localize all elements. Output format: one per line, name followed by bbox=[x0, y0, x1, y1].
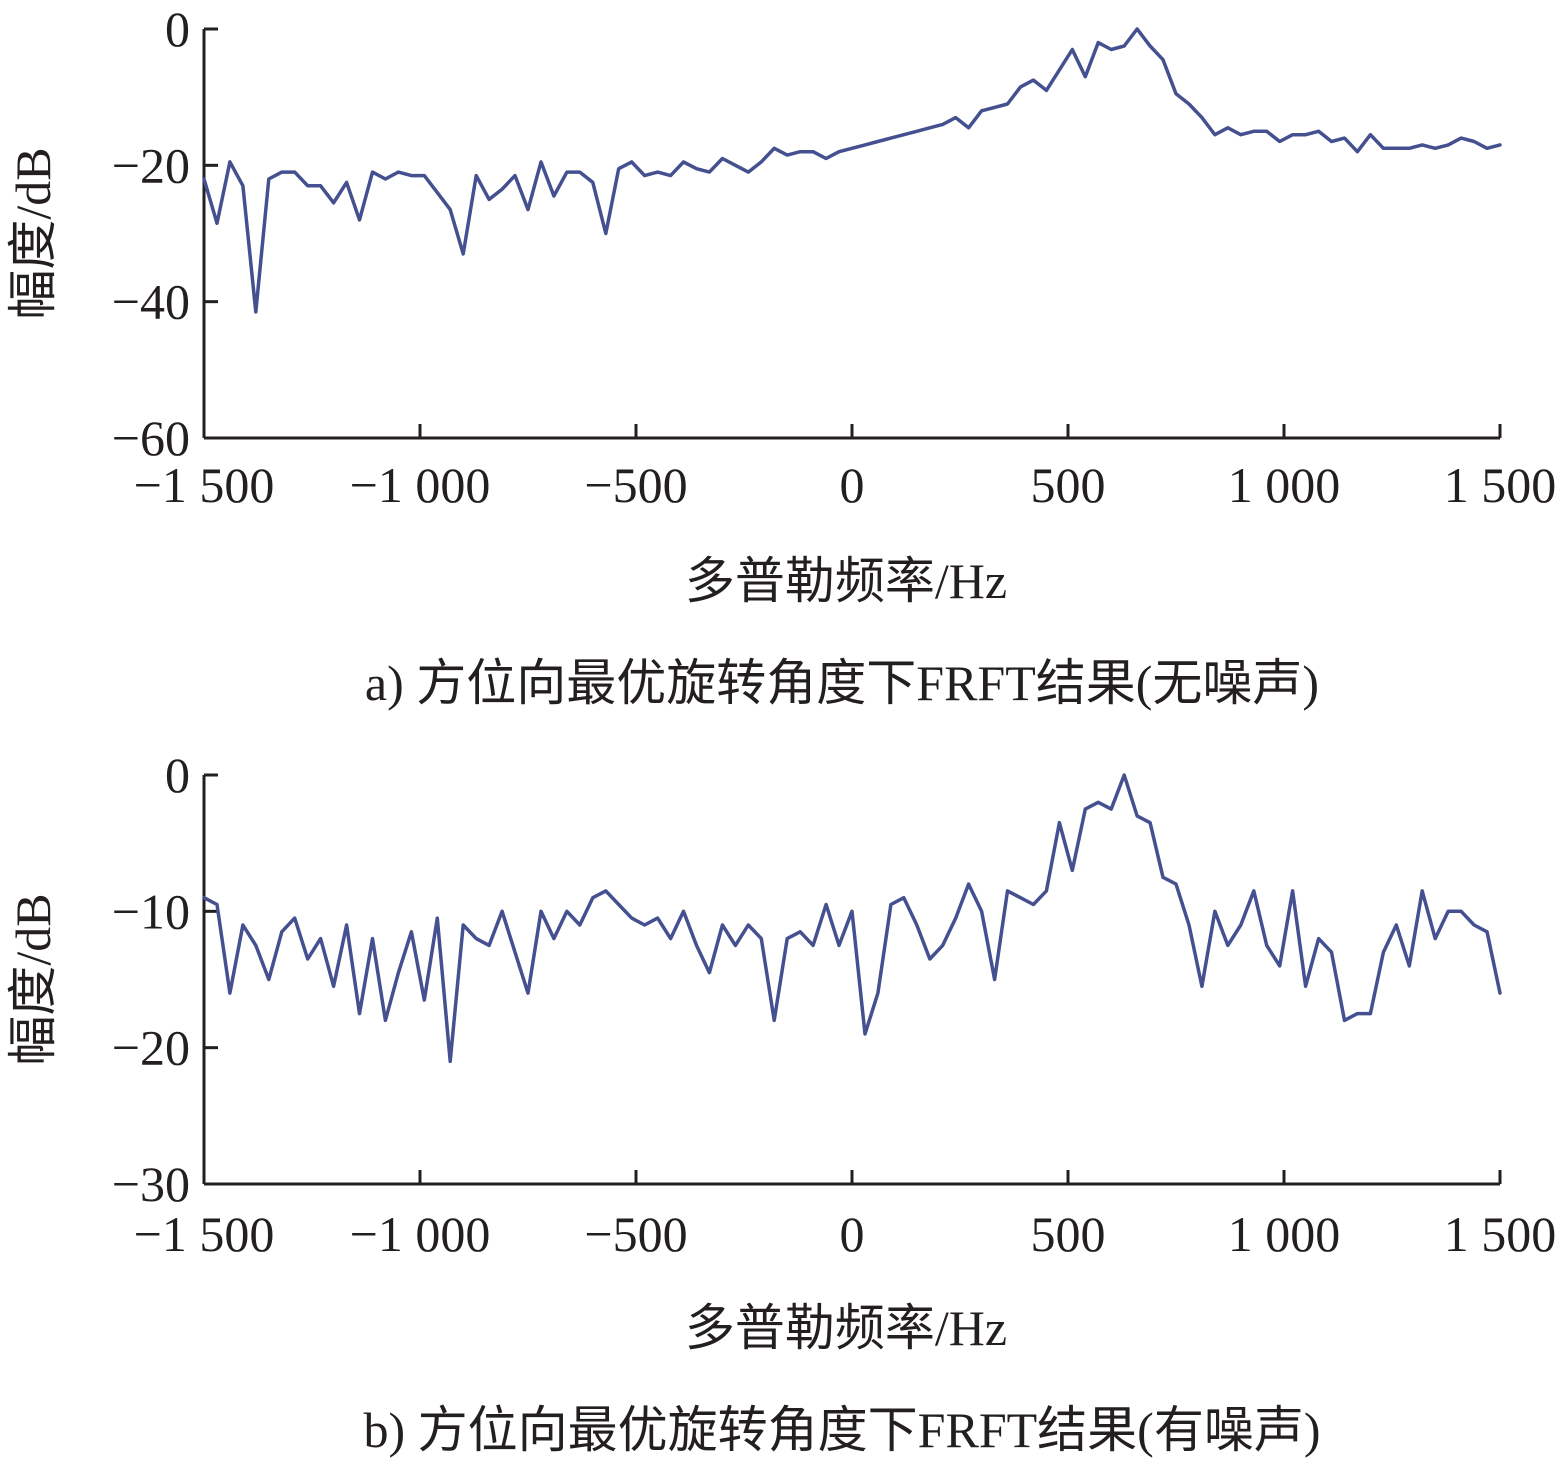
x-tick-label: −1 000 bbox=[350, 1206, 491, 1262]
panel-caption: b) 方位向最优旋转角度下FRFT结果(有噪声) bbox=[364, 1402, 1321, 1458]
x-axis-title: 多普勒频率/Hz bbox=[685, 553, 1007, 609]
x-tick-label: −1 500 bbox=[134, 457, 275, 513]
panel-caption: a) 方位向最优旋转角度下FRFT结果(无噪声) bbox=[365, 655, 1319, 711]
panel-a: 0 −20 −40 −60−1 500 −1 000 −500 0 500 1 000 1 500… bbox=[5, 1, 1556, 711]
y-tick-label: −20 bbox=[112, 1020, 190, 1076]
y-tick-label: −60 bbox=[112, 410, 190, 466]
y-tick-label: 0 bbox=[165, 747, 190, 803]
x-tick-label: −500 bbox=[584, 457, 687, 513]
x-tick-label: 0 bbox=[840, 1206, 865, 1262]
x-tick-label: 1 000 bbox=[1228, 1206, 1341, 1262]
y-axis-title: 幅度/dB bbox=[5, 893, 61, 1065]
y-tick-label: −10 bbox=[112, 883, 190, 939]
y-tick-label: −30 bbox=[112, 1156, 190, 1212]
x-tick-label: −1 500 bbox=[134, 1206, 275, 1262]
x-axis-title: 多普勒频率/Hz bbox=[685, 1300, 1007, 1356]
series-line bbox=[202, 773, 1502, 1064]
y-tick-label: −20 bbox=[112, 137, 190, 193]
y-tick-label: −40 bbox=[112, 274, 190, 330]
y-tick-label: 0 bbox=[165, 1, 190, 57]
x-tick-label: 1 500 bbox=[1444, 1206, 1557, 1262]
series-line bbox=[202, 27, 1502, 314]
x-tick-label: −500 bbox=[584, 1206, 687, 1262]
x-tick-label: 500 bbox=[1031, 1206, 1106, 1262]
y-axis-title: 幅度/dB bbox=[5, 147, 61, 319]
x-tick-label: 0 bbox=[840, 457, 865, 513]
panel-b: 0 −10 −20 −30−1 500 −1 000 −500 0 500 1 000 1 500… bbox=[5, 747, 1556, 1458]
x-tick-label: −1 000 bbox=[350, 457, 491, 513]
x-tick-label: 1 000 bbox=[1228, 457, 1341, 513]
x-tick-label: 500 bbox=[1031, 457, 1106, 513]
x-tick-label: 1 500 bbox=[1444, 457, 1557, 513]
